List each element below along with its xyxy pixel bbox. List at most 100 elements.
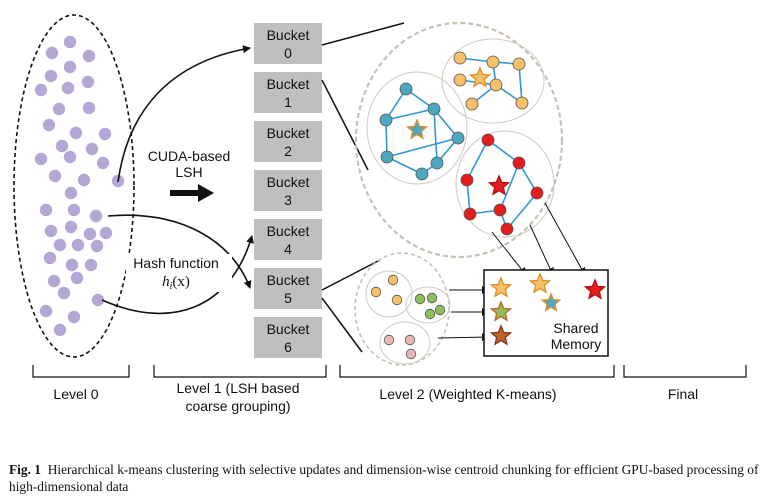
bucket-1: Bucket 1 <box>254 72 322 113</box>
bucket-box <box>254 170 322 211</box>
red-centroid-star <box>583 278 607 300</box>
hash-function-label: Hash function <box>133 255 219 271</box>
cluster-edge <box>433 108 438 164</box>
data-point <box>77 173 91 187</box>
final-bracket <box>623 365 747 378</box>
level2-label: Level 2 (Weighted K-means) <box>379 386 556 402</box>
data-point <box>43 251 57 265</box>
data-point <box>39 304 53 318</box>
bucket-3: Bucket 3 <box>254 170 322 211</box>
bucket-number: 1 <box>284 94 292 110</box>
cluster-node <box>430 156 444 170</box>
zoom-line-upper-bottom <box>321 79 369 171</box>
data-point <box>55 139 69 153</box>
centroid-star <box>468 66 492 88</box>
blue-centroid-star <box>540 292 562 312</box>
cluster-edge <box>385 108 435 121</box>
yellow-point <box>387 274 399 286</box>
red-cluster <box>460 133 544 236</box>
pink-subcluster-boundary <box>379 321 431 365</box>
cluster-node <box>465 97 479 111</box>
bucket-4: Bucket 4 <box>254 219 322 260</box>
bucket-number: 2 <box>284 143 292 159</box>
yellow-centroid-star <box>489 276 513 298</box>
bucket5-subclusters <box>370 274 446 360</box>
cluster-edge <box>499 162 520 211</box>
green-point <box>426 292 438 304</box>
data-point <box>47 274 61 288</box>
cluster-node <box>493 203 507 217</box>
data-point <box>82 49 96 63</box>
lsh-arrow <box>170 184 214 202</box>
green-point <box>424 308 436 320</box>
bucket-word: Bucket <box>267 223 310 239</box>
arrow-to-bucket-0 <box>117 45 251 183</box>
data-point <box>48 169 62 183</box>
cluster-node <box>451 131 465 145</box>
caption-prefix: Fig. 1 <box>9 462 41 477</box>
yellow-point <box>391 294 403 306</box>
level0-points <box>34 35 125 337</box>
data-point <box>39 203 53 217</box>
shared-memory-centroids <box>489 272 607 346</box>
pink-centroid-star <box>489 324 513 346</box>
green-point <box>414 293 426 305</box>
data-point <box>65 258 79 272</box>
data-point <box>34 83 48 97</box>
data-point <box>71 238 85 252</box>
shared-memory-label-line1: Shared <box>553 320 598 336</box>
cluster-node <box>453 51 467 65</box>
pink-point <box>405 348 417 360</box>
level1-label-line1: Level 1 (LSH based <box>177 380 300 396</box>
cluster-node <box>530 186 544 200</box>
figure-caption: Fig. 1 Hierarchical k-means clustering w… <box>9 461 759 495</box>
data-point <box>89 209 103 223</box>
data-point <box>52 102 66 116</box>
bucket-number: 4 <box>284 241 292 257</box>
cluster-edge <box>466 139 489 181</box>
data-point <box>83 227 97 241</box>
data-point <box>61 81 75 95</box>
bucket-number: 5 <box>284 290 292 306</box>
blue-cluster-boundary <box>366 71 468 185</box>
arrow-red-to-memory <box>544 202 586 276</box>
zoom-line-lower-top <box>321 259 381 291</box>
bucket-box <box>254 219 322 260</box>
bucket-word: Bucket <box>267 76 310 92</box>
lsh-label-line1: CUDA-based <box>148 148 230 164</box>
cluster-edge <box>506 192 538 230</box>
caption-text: Hierarchical k-means clustering with sel… <box>9 462 759 494</box>
orange-cluster-boundary <box>441 38 545 124</box>
shared-memory-label-line2: Memory <box>551 336 602 352</box>
pink-point <box>383 334 395 346</box>
cluster-node <box>399 82 413 96</box>
yellow-subcluster-boundary <box>365 270 413 318</box>
data-point <box>44 224 58 238</box>
cluster-node <box>460 173 474 187</box>
data-point <box>69 126 83 140</box>
lsh-label-line2: LSH <box>175 164 202 180</box>
data-point <box>84 258 98 272</box>
level0-bracket <box>32 365 130 378</box>
level1-bracket <box>153 365 327 378</box>
cluster-edge <box>518 63 523 104</box>
data-point <box>96 156 110 170</box>
blue-cluster <box>379 82 465 181</box>
bucket-word: Bucket <box>267 272 310 288</box>
arrow-to-bucket-4 <box>101 235 254 315</box>
data-point <box>70 271 84 285</box>
yellow-point <box>370 286 382 298</box>
zoom-line-lower-bottom <box>321 297 363 353</box>
centroid-star <box>487 174 511 196</box>
bucket-column: Bucket0Bucket1Bucket2Bucket3Bucket4Bucke… <box>254 23 322 358</box>
data-point <box>63 60 77 74</box>
arrow-red2-to-memory <box>529 224 554 276</box>
bucket-box <box>254 23 322 64</box>
level2-bracket <box>339 365 615 378</box>
cluster-node <box>380 150 394 164</box>
bucket-0: Bucket 0 <box>254 23 322 64</box>
bucket-word: Bucket <box>267 321 310 337</box>
data-point <box>98 127 112 141</box>
bucket-number: 0 <box>284 45 292 61</box>
level0-data-ellipse <box>13 14 135 358</box>
